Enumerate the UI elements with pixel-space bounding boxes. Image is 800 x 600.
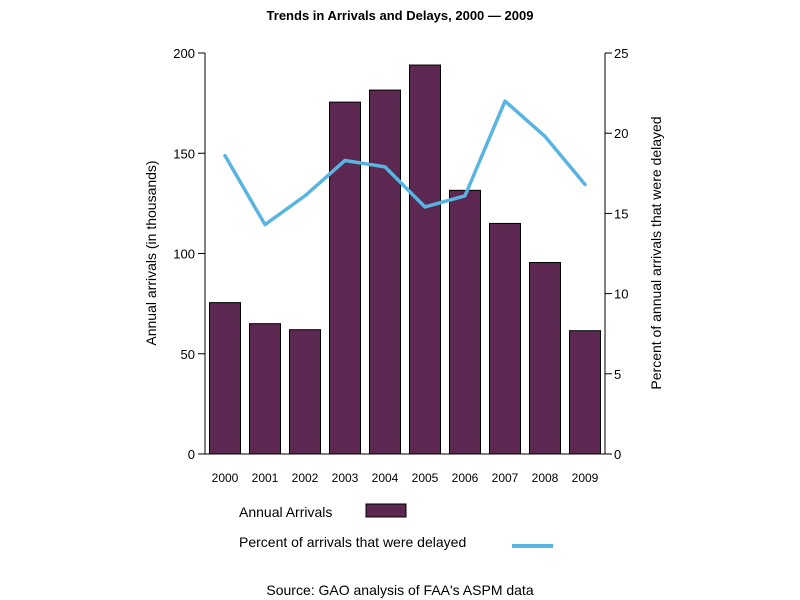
y-tick-label-50: 50 (181, 347, 195, 362)
legend-swatch-arrivals (365, 503, 407, 518)
x-tick-label-2005: 2005 (412, 471, 439, 485)
y-tick-label-0: 0 (188, 447, 195, 462)
y-tick-label-200: 200 (173, 46, 195, 61)
bar-2007 (489, 222, 521, 455)
bar-2002 (289, 329, 321, 455)
bar-2009 (569, 330, 601, 455)
legend-label-arrivals: Annual Arrivals (239, 504, 332, 520)
bar-2000 (209, 302, 241, 455)
y2-tick-label-20: 20 (614, 126, 628, 141)
y2-axis-label: Percent of annual arrivals that were del… (648, 116, 664, 389)
x-tick-label-2000: 2000 (212, 471, 239, 485)
source-note: Source: GAO analysis of FAA's ASPM data (266, 582, 533, 598)
y-tick-label-100: 100 (173, 247, 195, 262)
bar-2001 (249, 323, 281, 455)
x-tick-label-2003: 2003 (332, 471, 359, 485)
x-tick-label-2007: 2007 (492, 471, 519, 485)
bar-2003 (329, 101, 361, 455)
bar-2006 (449, 189, 481, 455)
legend: Annual Arrivals Percent of arrivals that… (239, 503, 553, 550)
y2-tick-label-0: 0 (614, 447, 621, 462)
bar-2005 (409, 64, 441, 455)
x-tick-label-2002: 2002 (292, 471, 319, 485)
y-axis-label: Annual arrivals (in thousands) (143, 160, 159, 345)
y2-tick-label-5: 5 (614, 367, 621, 382)
bar-2008 (529, 262, 561, 455)
y-tick-label-150: 150 (173, 146, 195, 161)
x-tick-label-2006: 2006 (452, 471, 479, 485)
chart-title: Trends in Arrivals and Delays, 2000 — 20… (267, 8, 534, 23)
x-tick-label-2009: 2009 (572, 471, 599, 485)
y2-tick-label-10: 10 (614, 287, 628, 302)
y2-tick-label-15: 15 (614, 206, 628, 221)
x-tick-label-2004: 2004 (372, 471, 399, 485)
x-tick-label-2001: 2001 (252, 471, 279, 485)
delay-line (223, 99, 587, 227)
legend-label-delays: Percent of arrivals that were delayed (239, 534, 466, 550)
x-tick-label-2008: 2008 (532, 471, 559, 485)
y2-tick-label-25: 25 (614, 46, 628, 61)
bar-2004 (369, 89, 401, 455)
